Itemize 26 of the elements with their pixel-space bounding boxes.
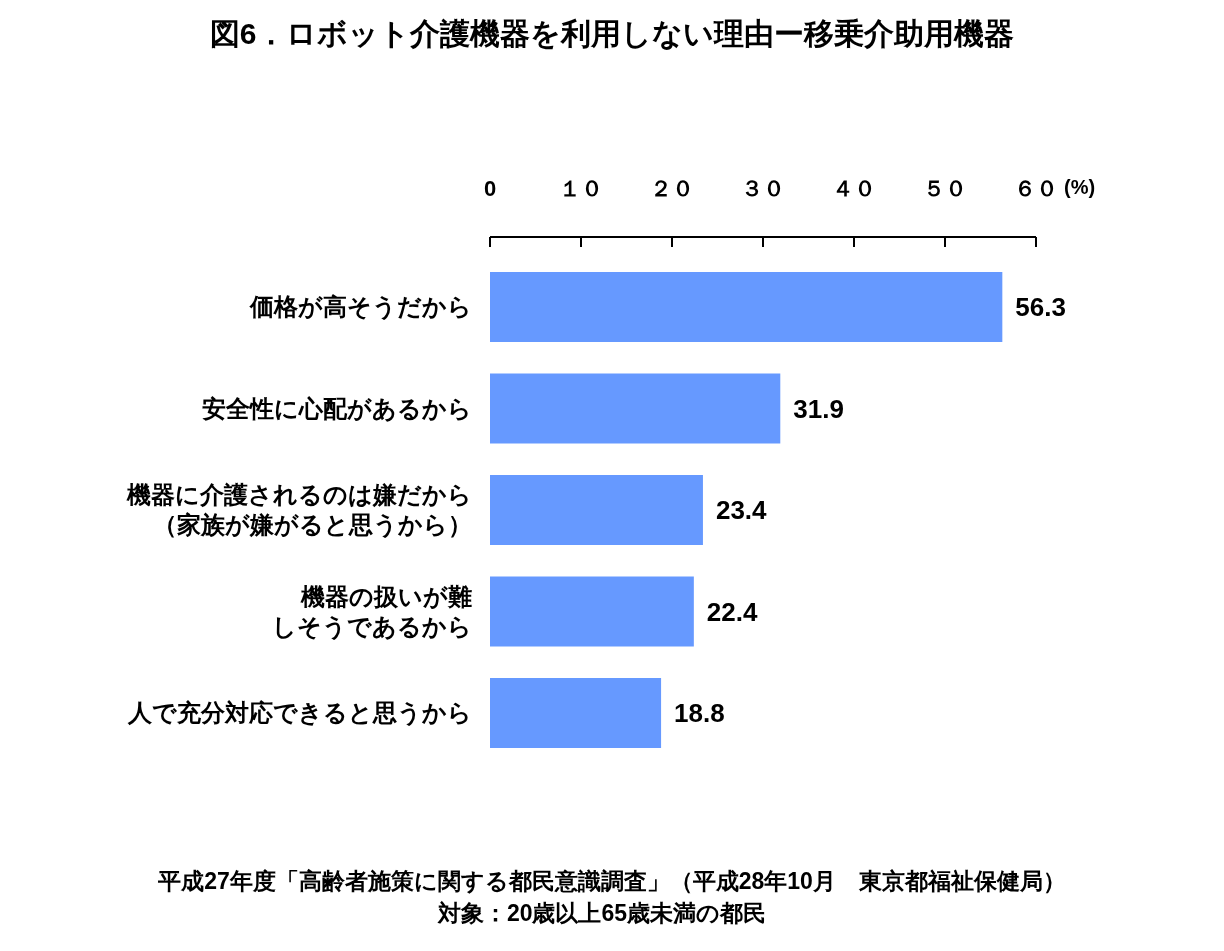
data-label: 18.8 <box>674 698 725 728</box>
x-tick-label: ３０ <box>741 176 785 201</box>
x-tick-label: 0 <box>483 176 497 201</box>
data-label: 23.4 <box>715 495 768 525</box>
bar <box>490 373 781 444</box>
y-tick-label: 価格が高そうだから <box>249 293 472 321</box>
x-tick-label: ６０ <box>1014 176 1058 201</box>
bar <box>490 678 662 748</box>
data-label: 31.9 <box>793 393 844 424</box>
bar <box>490 272 1003 342</box>
y-tick-label: 安全性に心配があるから <box>202 394 472 422</box>
y-tick-label: 人で充分対応できると思うから <box>127 699 472 727</box>
x-axis-title: (%) <box>1064 176 1096 198</box>
data-label: 22.4 <box>706 596 758 627</box>
chart-title: 図6．ロボット介護機器を利用しない理由ー移乗介助用機器 <box>209 17 1015 50</box>
x-tick-label: ４０ <box>832 176 876 201</box>
bar <box>490 475 703 545</box>
y-tick-label: 機器に介護されるのは嫌だから（家族が嫌がると思うから） <box>126 481 472 539</box>
text: 対象：20歳以上65歳未満の都民 <box>436 900 767 926</box>
bar <box>490 576 694 647</box>
x-tick-label: ２０ <box>650 176 694 201</box>
text: 平成27年度「高齢者施策に関する都民意識調査」（平成28年10月 東京都福祉保健局） <box>157 868 1066 894</box>
data-label: 56.3 <box>1015 292 1066 322</box>
x-tick-label: １０ <box>559 176 603 201</box>
y-tick-label: 機器の扱いが難しそうであるから <box>272 582 472 641</box>
x-tick-label: ５０ <box>923 176 967 201</box>
